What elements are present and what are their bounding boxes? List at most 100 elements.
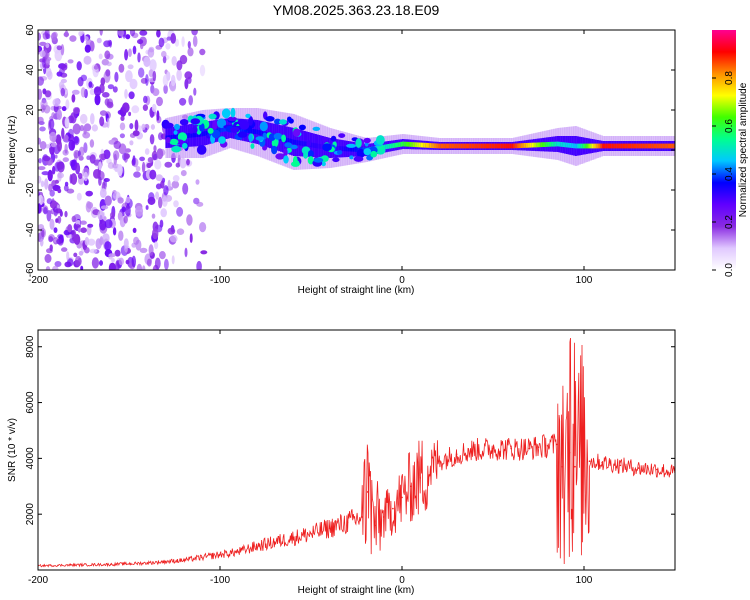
- band-blob: [271, 138, 279, 148]
- band-blob: [290, 144, 298, 150]
- band-core: [538, 142, 541, 148]
- noise-speck: [46, 198, 53, 205]
- noise-speck: [163, 185, 169, 196]
- band-core: [256, 129, 259, 135]
- noise-speck: [39, 126, 46, 132]
- noise-speck: [72, 107, 81, 114]
- band-blob: [265, 116, 275, 122]
- band-core: [635, 143, 638, 149]
- noise-speck: [83, 171, 88, 182]
- band-core: [221, 127, 225, 132]
- noise-speck: [115, 260, 120, 270]
- band-core: [383, 144, 387, 150]
- x-tick-label: -100: [210, 275, 230, 286]
- band-core: [187, 133, 190, 138]
- noise-speck: [152, 70, 157, 82]
- band-core: [409, 142, 412, 147]
- noise-speck: [97, 210, 104, 221]
- band-core: [453, 143, 456, 149]
- band-core: [527, 142, 530, 148]
- y-tick-label: 4000: [25, 447, 36, 470]
- band-blob: [248, 133, 253, 143]
- band-core: [496, 143, 499, 149]
- noise-speck: [71, 89, 80, 95]
- band-core: [671, 143, 674, 149]
- noise-speck: [147, 157, 154, 163]
- band-core: [576, 143, 580, 149]
- band-core: [427, 143, 430, 148]
- noise-speck: [60, 64, 68, 71]
- band-blob: [182, 142, 188, 149]
- band-core: [203, 131, 206, 136]
- band-blob: [179, 119, 189, 126]
- noise-speck: [164, 161, 173, 168]
- band-core: [174, 134, 177, 140]
- band-blob: [322, 143, 332, 152]
- spectrogram-y-ticks: -60 -40 -20 0 20 40 60: [25, 24, 675, 277]
- band-core: [345, 146, 348, 152]
- noise-speck: [149, 59, 157, 72]
- noise-speck: [142, 265, 146, 270]
- band-core: [192, 132, 196, 138]
- noise-speck: [99, 30, 103, 36]
- band-core: [394, 142, 398, 148]
- noise-speck: [88, 81, 93, 88]
- noise-speck: [107, 162, 115, 169]
- noise-speck: [138, 67, 145, 78]
- noise-speck: [189, 233, 193, 244]
- band-core: [300, 140, 303, 146]
- noise-speck: [135, 166, 141, 172]
- noise-speck: [153, 145, 157, 153]
- noise-speck: [196, 201, 204, 207]
- noise-speck: [123, 238, 129, 249]
- noise-speck: [41, 197, 45, 204]
- noise-speck: [162, 74, 169, 87]
- noise-speck: [38, 137, 41, 145]
- noise-speck: [72, 123, 81, 135]
- noise-speck: [83, 123, 92, 132]
- noise-speck: [195, 179, 200, 185]
- band-core: [483, 143, 487, 149]
- noise-speck: [131, 105, 140, 114]
- band-core: [494, 143, 498, 149]
- band-blob: [279, 119, 287, 125]
- noise-speck: [99, 116, 105, 127]
- noise-speck: [151, 103, 157, 113]
- band-blob: [230, 126, 240, 133]
- noise-speck: [124, 49, 129, 61]
- y-tick-label: 60: [25, 24, 36, 36]
- band-core: [287, 138, 290, 143]
- band-core: [554, 141, 558, 147]
- noise-speck: [114, 249, 121, 257]
- noise-speck: [137, 52, 141, 63]
- band-blob: [208, 113, 217, 120]
- band-core: [403, 141, 407, 147]
- snr-x-ticks: -200 -100 0 100: [28, 330, 593, 586]
- noise-speck: [152, 228, 159, 240]
- band-blob: [308, 150, 314, 158]
- noise-speck: [174, 38, 179, 47]
- noise-speck: [135, 205, 144, 217]
- noise-speck: [84, 247, 90, 254]
- band-core: [356, 147, 359, 152]
- band-core: [498, 143, 501, 149]
- noise-speck: [171, 56, 177, 66]
- noise-speck: [77, 150, 81, 157]
- band-core: [418, 142, 421, 148]
- noise-speck: [165, 43, 171, 50]
- noise-speck: [64, 210, 68, 218]
- band-core: [502, 143, 505, 149]
- noise-speck: [136, 263, 143, 270]
- noise-speck: [154, 257, 161, 270]
- band-core: [656, 143, 660, 149]
- band-core: [598, 143, 601, 149]
- noise-speck: [98, 161, 102, 171]
- band-core: [542, 142, 545, 147]
- band-core: [205, 130, 208, 136]
- band-blob: [218, 136, 226, 144]
- noise-speck: [200, 250, 208, 255]
- noise-speck: [102, 92, 110, 98]
- band-blob: [199, 122, 205, 132]
- noise-speck: [154, 159, 162, 170]
- band-blob: [379, 144, 385, 151]
